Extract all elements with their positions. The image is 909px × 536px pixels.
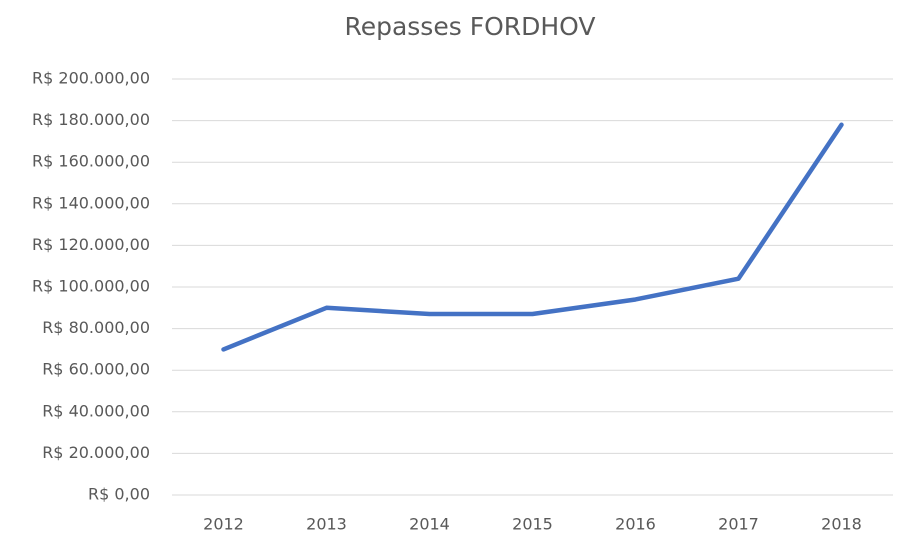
x-tick-label: 2016 [615, 515, 656, 534]
x-tick-label: 2017 [718, 515, 759, 534]
x-tick-label: 2018 [821, 515, 862, 534]
y-tick-label: R$ 160.000,00 [32, 152, 150, 171]
x-tick-label: 2014 [409, 515, 450, 534]
x-tick-label: 2015 [512, 515, 553, 534]
x-tick-label: 2013 [306, 515, 347, 534]
y-tick-label: R$ 40.000,00 [42, 401, 150, 420]
y-tick-label: R$ 60.000,00 [42, 360, 150, 379]
y-tick-label: R$ 0,00 [88, 485, 150, 504]
data-line [221, 122, 844, 352]
y-tick-label: R$ 80.000,00 [42, 318, 150, 337]
x-tick-label: 2012 [203, 515, 244, 534]
y-tick-label: R$ 120.000,00 [32, 235, 150, 254]
y-tick-label: R$ 180.000,00 [32, 110, 150, 129]
y-tick-label: R$ 200.000,00 [32, 69, 150, 88]
y-tick-label: R$ 100.000,00 [32, 277, 150, 296]
chart-title: Repasses FORDHOV [344, 12, 595, 41]
y-tick-label: R$ 140.000,00 [32, 193, 150, 212]
y-tick-label: R$ 20.000,00 [42, 443, 150, 462]
